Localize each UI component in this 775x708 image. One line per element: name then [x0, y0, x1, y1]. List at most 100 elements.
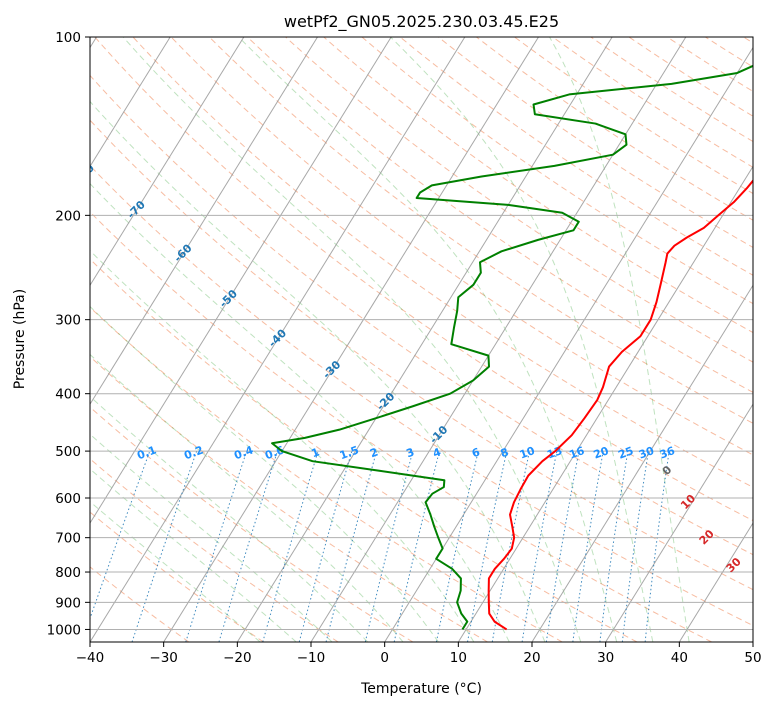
mixing-ratio-line [599, 451, 629, 642]
isotherm-line [90, 37, 466, 642]
x-tick-label: −10 [297, 650, 326, 666]
dry-adiabat-line [94, 37, 753, 522]
mixing-ratio-line [262, 450, 319, 642]
mixing-ratio-label: 25 [616, 444, 635, 461]
mixing-ratio-line [218, 450, 278, 642]
dry-adiabat-line [90, 119, 753, 591]
mixing-ratio-label: 3 [404, 445, 416, 460]
mixing-ratio-line [644, 451, 670, 642]
dry-adiabat-line [170, 37, 753, 456]
mixing-ratio-label: 30 [637, 444, 656, 462]
moist-adiabat-line [90, 353, 404, 642]
mixing-ratio-label: 36 [658, 444, 677, 462]
isotherm-line [457, 165, 753, 642]
mixing-ratio-line [131, 450, 198, 642]
x-axis-label: Temperature (°C) [360, 681, 482, 697]
y-tick-label: 1000 [47, 622, 81, 638]
y-tick-label: 100 [55, 30, 81, 46]
y-axis: 1000 900 800 700 600 500 400 300 200 100 [47, 30, 90, 638]
y-tick-label: 700 [55, 531, 81, 547]
dry-adiabat-line [361, 37, 753, 305]
isotherm-line [531, 284, 753, 642]
mixing-ratio-label: 20 [592, 444, 611, 462]
isotherm-line [384, 46, 753, 642]
x-tick-label: −30 [149, 650, 178, 666]
plot-area [90, 37, 753, 642]
isotherm-line [236, 37, 613, 642]
x-axis: −40 −30 −20 −10 0 10 20 30 40 50 [76, 642, 762, 666]
mixing-ratio-label: 1.5 [338, 443, 361, 462]
isotherm-line [310, 37, 687, 642]
y-tick-label: 300 [55, 313, 81, 329]
dry-adiabat-line [90, 511, 264, 642]
moist-adiabat-line [90, 395, 368, 642]
isotherm-line [90, 37, 392, 525]
y-tick-label: 400 [55, 387, 81, 403]
dry-adiabat-line [90, 406, 414, 642]
profile-lines [271, 64, 753, 631]
isotherm-line [163, 37, 539, 642]
mixing-ratio-label: 16 [567, 444, 586, 462]
mixing-ratio-line [364, 450, 414, 642]
mixing-ratio-label: 6 [470, 445, 482, 460]
y-tick-label: 200 [55, 208, 81, 224]
mixing-ratio-label: 0.4 [232, 443, 255, 462]
mixing-ratio-line [298, 450, 353, 642]
dry-adiabat-line [90, 74, 753, 556]
mixing-ratio-line [185, 450, 248, 642]
isotherm-label: -80 [74, 161, 97, 184]
mixing-ratio-label: 8 [499, 445, 511, 460]
chart-title: wetPf2_GN05.2025.230.03.45.E25 [284, 12, 559, 32]
moist-adiabat-line [90, 100, 546, 642]
y-tick-label: 800 [55, 565, 81, 581]
mixing-ratio-label: 2 [368, 445, 380, 460]
plot-frame [89, 36, 754, 643]
mixing-ratio-label: 13 [545, 444, 564, 461]
dry-adiabat-line [323, 37, 753, 334]
x-tick-label: −20 [223, 650, 252, 666]
pressure-gridlines [90, 37, 753, 630]
y-tick-label: 600 [55, 491, 81, 507]
isotherm-line [90, 37, 171, 168]
moist-adiabat-line [90, 249, 475, 642]
isotherm-line [90, 37, 318, 406]
moist-adiabat-line [90, 468, 297, 642]
dry-adiabat-line [285, 37, 753, 363]
moist-adiabat-line [90, 500, 261, 642]
x-tick-label: 20 [523, 650, 540, 666]
x-tick-label: 30 [597, 650, 614, 666]
isotherm-line [90, 37, 245, 287]
moist-adiabat-line [122, 37, 582, 642]
moist-adiabat-line [90, 305, 439, 642]
isotherm-line [678, 522, 753, 642]
mixing-ratio-label: 4 [431, 445, 443, 460]
temperature-line [487, 179, 753, 631]
mixing-ratio-line [325, 450, 378, 642]
moist-adiabat-line [90, 433, 333, 642]
mixing-ratio-label: 0.1 [135, 443, 158, 462]
x-tick-label: 0 [380, 650, 389, 666]
x-tick-label: 40 [671, 650, 688, 666]
dry-adiabat-line [90, 211, 712, 642]
mixing-ratio-label: 10 [518, 444, 537, 462]
x-tick-label: −40 [76, 650, 105, 666]
x-tick-label: 10 [450, 650, 467, 666]
y-axis-label: Pressure (hPa) [12, 289, 28, 389]
mixing-ratio-line [572, 451, 604, 642]
x-tick-label: 50 [744, 650, 761, 666]
dry-adiabat-label: 40 [750, 585, 770, 605]
mixing-ratio-label: 0.2 [182, 443, 205, 462]
dry-adiabat-line [90, 258, 638, 642]
mixing-ratio-line [90, 450, 151, 620]
mixing-ratio-label: 0.6 [263, 443, 286, 462]
mixing-ratio-line [621, 451, 649, 642]
isotherm-line [605, 403, 753, 642]
y-tick-label: 900 [55, 595, 81, 611]
moist-adiabat-line [238, 37, 618, 642]
dry-adiabat-line [90, 306, 563, 642]
dewpoint-line [271, 64, 753, 630]
moist-adiabat-line [549, 37, 690, 642]
mixing-ratio-line [393, 450, 440, 642]
y-tick-label: 500 [55, 444, 81, 460]
